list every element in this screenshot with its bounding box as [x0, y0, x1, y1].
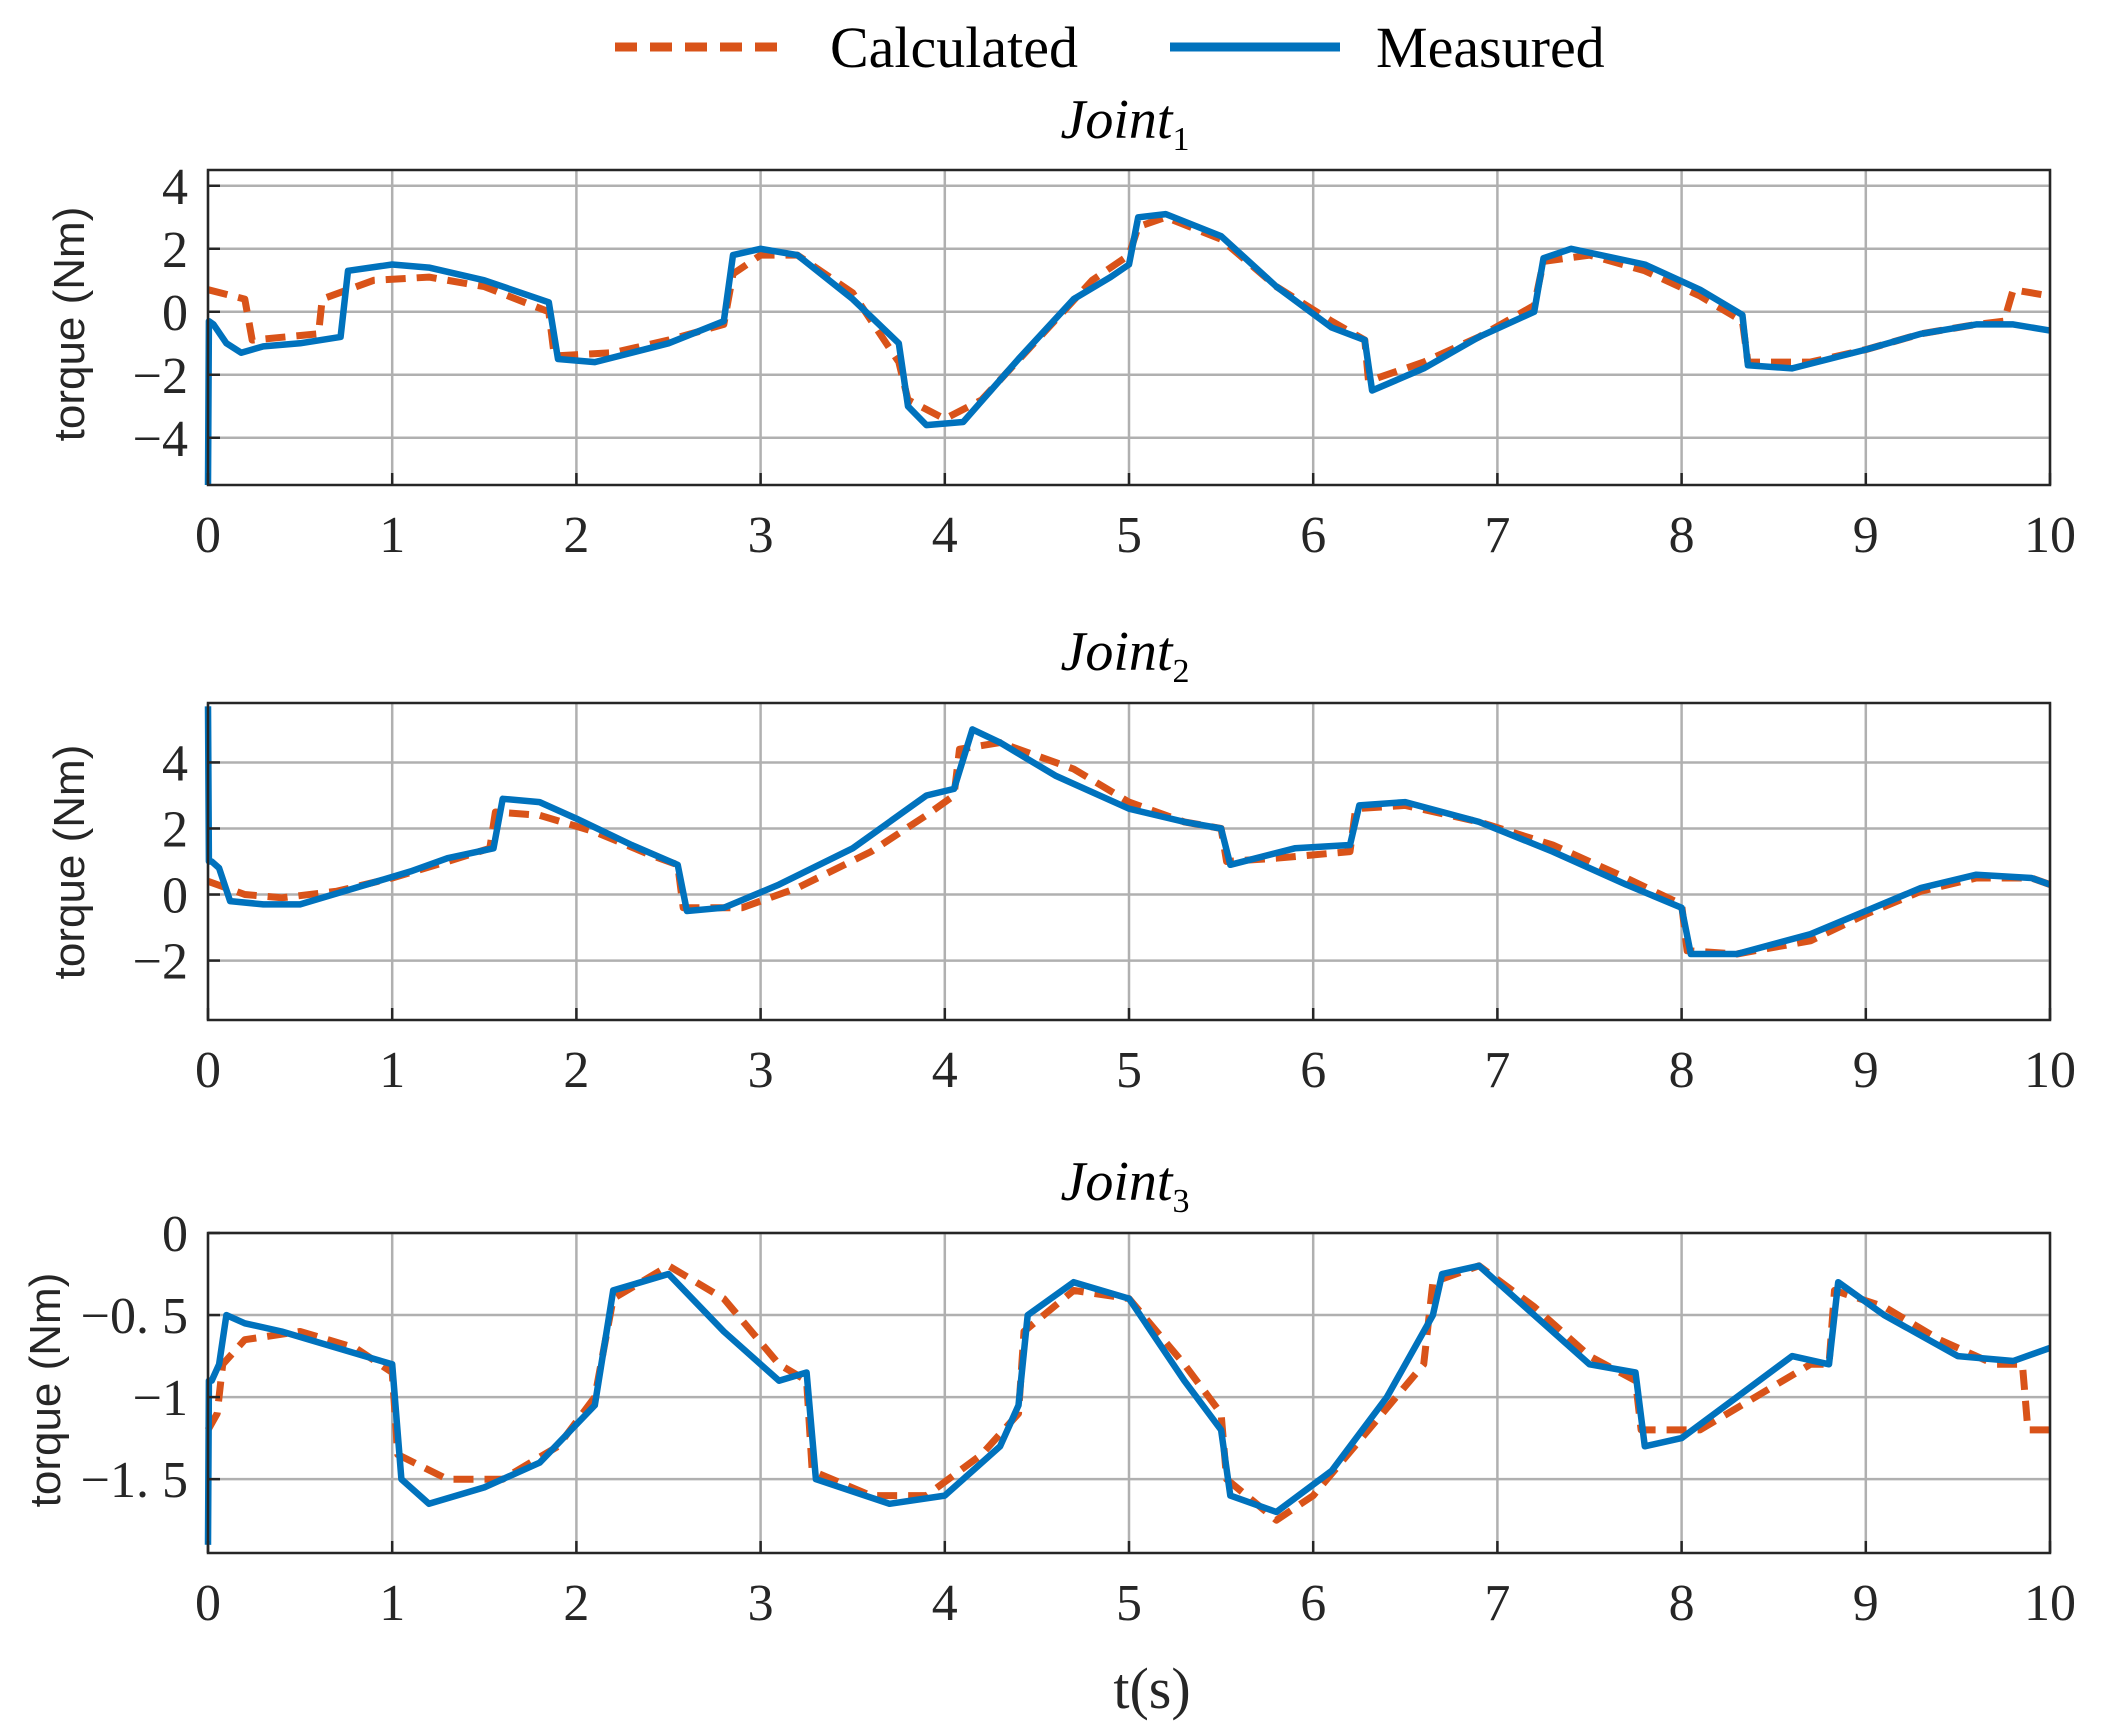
x-tick-label: 10	[2024, 1575, 2076, 1632]
y-ticks-joint-3: 0 −0. 5 −1 −1. 5	[81, 1206, 220, 1509]
y-tick-label: 0	[162, 1206, 188, 1263]
x-tick-label: 2	[563, 1575, 589, 1632]
panel-title-joint-3: Joint3	[1061, 1151, 1190, 1220]
x-tick-label: 5	[1116, 1575, 1142, 1632]
x-ticks-joint-2: 0 1 2 3 4 5 6 7 8 9 10	[195, 1008, 2076, 1099]
x-tick-label: 3	[748, 1575, 774, 1632]
x-tick-label: 6	[1300, 1575, 1326, 1632]
panel-title-joint-2: Joint2	[1061, 621, 1190, 690]
y-ticks-joint-2: −2 0 2 4	[133, 735, 220, 991]
series-joint-2	[204, 706, 2052, 958]
x-tick-label: 3	[748, 507, 774, 564]
series-joint-1	[204, 210, 2051, 486]
y-tick-label: −4	[133, 411, 188, 468]
x-tick-label: 8	[1669, 507, 1695, 564]
x-tick-label: 0	[195, 507, 221, 564]
x-tick-label: 9	[1853, 1042, 1879, 1099]
panel-title-joint-1: Joint1	[1061, 89, 1190, 158]
x-tick-label: 7	[1484, 1575, 1510, 1632]
y-tick-label: 2	[162, 801, 188, 858]
x-ticks-joint-1: 0 1 2 3 4 5 6 7 8 9 10	[195, 473, 2076, 564]
y-tick-label: −1. 5	[81, 1452, 188, 1509]
x-tick-label: 9	[1853, 1575, 1879, 1632]
y-tick-label: 4	[162, 159, 188, 216]
legend-label-calculated: Calculated	[830, 15, 1078, 80]
series-measured-joint-1	[204, 210, 2051, 486]
x-tick-label: 8	[1669, 1042, 1695, 1099]
x-tick-label: 0	[195, 1575, 221, 1632]
x-tick-label: 6	[1300, 507, 1326, 564]
x-tick-label: 4	[932, 1042, 958, 1099]
x-tick-label: 4	[932, 507, 958, 564]
series-measured-joint-3	[204, 1262, 2052, 1545]
y-tick-label: 2	[162, 222, 188, 279]
x-tick-label: 4	[932, 1575, 958, 1632]
y-tick-label: 4	[162, 735, 188, 792]
x-tick-label: 8	[1669, 1575, 1695, 1632]
x-axis-label: t(s)	[1113, 1656, 1190, 1721]
y-tick-label: 0	[162, 868, 188, 925]
x-tick-label: 1	[379, 507, 405, 564]
y-tick-label: 0	[162, 285, 188, 342]
x-tick-label: 10	[2024, 1042, 2076, 1099]
x-tick-label: 5	[1116, 507, 1142, 564]
x-tick-label: 6	[1300, 1042, 1326, 1099]
y-axis-label-joint-3: torque (Nm)	[21, 1273, 70, 1508]
y-axis-label-joint-1: torque (Nm)	[45, 207, 94, 442]
x-ticks-joint-3: 0 1 2 3 4 5 6 7 8 9 10	[195, 1541, 2076, 1632]
x-tick-label: 0	[195, 1042, 221, 1099]
series-joint-3	[204, 1262, 2052, 1545]
panel-joint-1: Joint1 0 1 2 3 4 5 6 7 8 9 10 −4 −2 0 2 4 torque (Nm)	[45, 89, 2076, 564]
x-tick-label: 3	[748, 1042, 774, 1099]
y-tick-label: −2	[133, 934, 188, 991]
y-tick-label: −1	[133, 1370, 188, 1427]
x-tick-label: 1	[379, 1575, 405, 1632]
x-tick-label: 5	[1116, 1042, 1142, 1099]
y-tick-label: −2	[133, 348, 188, 405]
x-tick-label: 1	[379, 1042, 405, 1099]
x-tick-label: 7	[1484, 1042, 1510, 1099]
series-calculated-joint-2	[206, 739, 2052, 958]
y-tick-label: −0. 5	[81, 1288, 188, 1345]
panel-joint-3: Joint3 0 1 2 3 4 5 6 7 8 9 10 0 −0. 5 −1 −1. 5 torque…	[21, 1151, 2076, 1632]
x-tick-label: 7	[1484, 507, 1510, 564]
y-axis-label-joint-2: torque (Nm)	[45, 745, 94, 980]
y-ticks-joint-1: −4 −2 0 2 4	[133, 159, 220, 468]
legend-label-measured: Measured	[1376, 15, 1605, 80]
x-tick-label: 10	[2024, 507, 2076, 564]
x-tick-label: 2	[563, 1042, 589, 1099]
x-tick-label: 2	[563, 507, 589, 564]
legend: Calculated Measured	[615, 15, 1605, 80]
series-measured-joint-2	[204, 706, 2052, 958]
x-tick-label: 9	[1853, 507, 1879, 564]
